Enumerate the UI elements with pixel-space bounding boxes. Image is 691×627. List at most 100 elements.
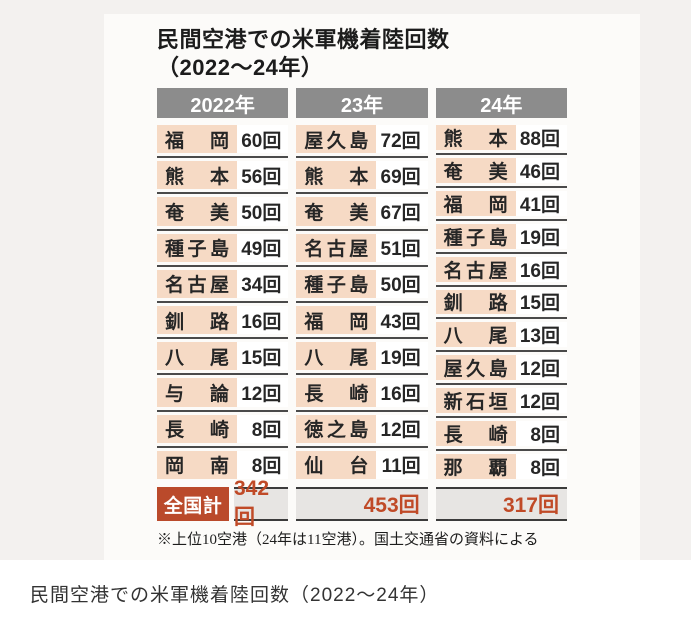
rows-container: 熊本 88回奄美 46回福岡 41回種子島 19回名古屋 16回釧路 15回八尾 13回屋久島… xyxy=(435,122,567,482)
landing-count: 16回 xyxy=(376,378,428,407)
table-row: 屋久島 72回 xyxy=(296,122,428,156)
row-divider xyxy=(435,152,567,155)
airport-name: 奄美 xyxy=(443,161,508,183)
airport-name: 仙台 xyxy=(304,456,369,478)
row-divider xyxy=(296,337,428,340)
row-divider xyxy=(435,251,567,254)
landing-count: 8回 xyxy=(515,421,567,446)
landing-count: 8回 xyxy=(237,450,289,480)
table-row: 種子島 49回 xyxy=(157,231,289,265)
landing-count: 15回 xyxy=(237,342,289,371)
airport-name-cell: 那覇 xyxy=(435,454,516,480)
airport-name: 福岡 xyxy=(443,194,508,216)
airport-name: 与論 xyxy=(165,384,229,406)
table-row: 八尾 15回 xyxy=(157,339,289,373)
row-divider xyxy=(435,383,567,386)
airport-name-cell: 八尾 xyxy=(296,342,377,371)
table-row: 屋久島 12回 xyxy=(435,352,567,383)
airport-name-cell: 長崎 xyxy=(157,414,237,443)
landing-count: 56回 xyxy=(237,161,289,190)
row-divider xyxy=(435,317,567,320)
table-row: 奄美 50回 xyxy=(157,194,289,228)
table-row: 釧路 16回 xyxy=(157,303,289,337)
landing-count: 8回 xyxy=(515,454,567,479)
airport-name: 那覇 xyxy=(443,458,508,480)
row-divider xyxy=(435,449,567,452)
table-row: 福岡 60回 xyxy=(157,122,289,156)
total-count: 342回 xyxy=(234,477,289,529)
airport-name-cell: 奄美 xyxy=(296,197,377,226)
row-divider xyxy=(157,445,289,448)
landing-count: 16回 xyxy=(237,306,289,335)
landing-count: 19回 xyxy=(515,223,567,249)
airport-name-cell: 名古屋 xyxy=(435,256,516,282)
airport-name-cell: 新石垣 xyxy=(435,388,516,413)
infographic-panel: 民間空港での米軍機着陸回数 （2022～24年） 2022年福岡 60回熊本 56回… xyxy=(104,14,640,560)
airport-name: 屋久島 xyxy=(443,359,508,381)
airport-name: 屋久島 xyxy=(304,130,369,152)
airport-name-cell: 屋久島 xyxy=(435,355,516,381)
footnote: ※上位10空港（24年は11空港）。国土交通省の資料による xyxy=(157,532,539,548)
table-row: 仙台 11回 xyxy=(296,448,428,482)
airport-name-cell: 釧路 xyxy=(157,306,237,335)
airport-name-cell: 種子島 xyxy=(435,223,516,249)
total-count: 453回 xyxy=(296,487,428,521)
airport-name-cell: 仙台 xyxy=(296,450,377,480)
table-row: 与論 12回 xyxy=(157,375,289,409)
figure-title: 民間空港での米軍機着陸回数 （2022～24年） xyxy=(157,26,450,82)
row-divider xyxy=(296,373,428,376)
row-divider xyxy=(157,409,289,412)
caption-bar: 民間空港での米軍機着陸回数（2022～24年） xyxy=(0,560,691,627)
airport-name: 熊本 xyxy=(443,128,508,150)
airport-name-cell: 福岡 xyxy=(435,190,516,216)
landing-count: 8回 xyxy=(237,414,289,443)
airport-name: 釧路 xyxy=(443,293,508,315)
landing-count: 50回 xyxy=(237,197,289,226)
airport-name: 岡南 xyxy=(165,456,229,478)
landing-count: 51回 xyxy=(376,233,428,262)
landing-count: 34回 xyxy=(237,269,289,299)
airport-name-cell: 種子島 xyxy=(296,269,377,299)
airport-name-cell: 八尾 xyxy=(157,342,237,371)
airport-name-cell: 福岡 xyxy=(296,306,377,335)
airport-name: 徳之島 xyxy=(304,420,369,442)
total-row: 453回 xyxy=(296,487,428,521)
airport-name-cell: 名古屋 xyxy=(157,269,237,299)
airport-name-cell: 奄美 xyxy=(157,197,237,226)
landing-count: 19回 xyxy=(376,342,428,371)
airport-name-cell: 熊本 xyxy=(435,125,516,150)
table-row: 八尾 13回 xyxy=(435,319,567,350)
row-divider xyxy=(296,409,428,412)
row-divider xyxy=(157,373,289,376)
landing-count: 12回 xyxy=(376,414,428,443)
row-divider xyxy=(157,301,289,304)
airport-name: 奄美 xyxy=(304,203,369,224)
table-row: 熊本 56回 xyxy=(157,158,289,192)
airport-name-cell: 福岡 xyxy=(157,125,237,154)
airport-name: 八尾 xyxy=(304,347,369,369)
table-row: 種子島 50回 xyxy=(296,267,428,301)
airport-name: 長崎 xyxy=(304,384,369,406)
landing-count: 41回 xyxy=(515,190,567,216)
table-row: 奄美 46回 xyxy=(435,155,567,186)
landing-count: 60回 xyxy=(237,125,289,154)
infographic-image: 民間空港での米軍機着陸回数 （2022～24年） 2022年福岡 60回熊本 56回… xyxy=(0,0,691,560)
airport-name: 釧路 xyxy=(165,311,229,333)
table-row: 熊本 88回 xyxy=(435,122,567,153)
column-header: 24年 xyxy=(435,88,567,118)
row-divider xyxy=(435,218,567,221)
figure-title-line1: 民間空港での米軍機着陸回数 xyxy=(157,27,450,52)
landing-count-table: 2022年福岡 60回熊本 56回奄美 50回種子島 49回名古屋 34回釧路 16回八尾 1… xyxy=(157,88,567,529)
table-row: 那覇 8回 xyxy=(435,451,567,482)
total-row: 317回 xyxy=(435,487,567,521)
row-divider xyxy=(157,264,289,267)
row-divider xyxy=(296,156,428,159)
landing-count: 69回 xyxy=(376,161,428,190)
airport-name: 八尾 xyxy=(165,347,229,369)
table-row: 徳之島 12回 xyxy=(296,412,428,446)
row-divider xyxy=(435,416,567,419)
row-divider xyxy=(157,337,289,340)
airport-name-cell: 種子島 xyxy=(157,233,237,262)
row-divider xyxy=(296,192,428,195)
total-count: 317回 xyxy=(435,487,567,521)
